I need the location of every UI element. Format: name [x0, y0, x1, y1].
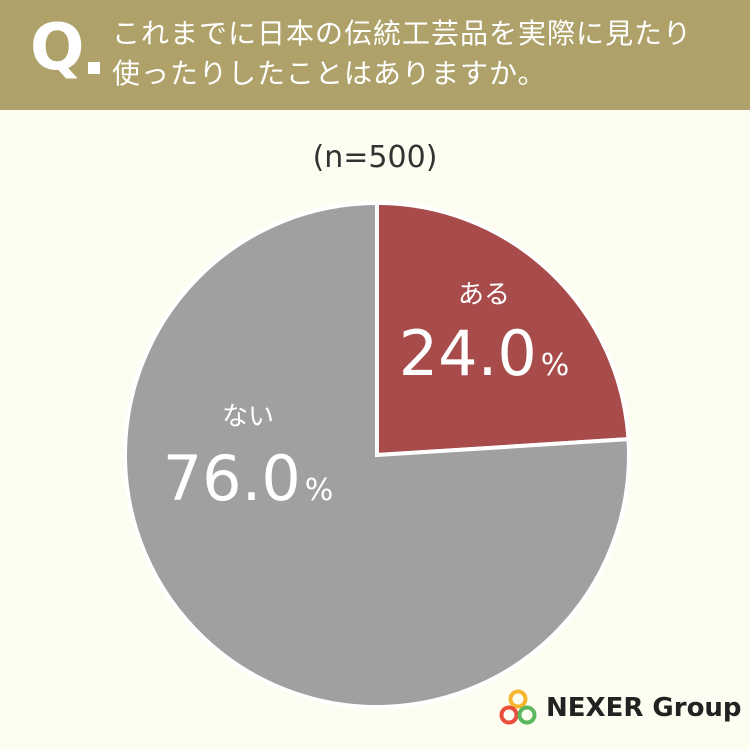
brand-name: NEXER Group: [546, 693, 742, 723]
pie-slice-yes: [375, 200, 631, 458]
question-text: これまでに日本の伝統工芸品を実際に見たり 使ったりしたことはありますか。: [112, 14, 732, 94]
slice-value: 24.0%: [399, 317, 570, 390]
slice-label: ある: [458, 280, 510, 310]
sample-size: (n=500): [312, 140, 438, 175]
nexer-logo: NEXER Group: [498, 686, 742, 730]
nexer-rings-icon: [499, 689, 537, 725]
slice-value: 76.0%: [163, 442, 334, 515]
question-header: Q これまでに日本の伝統工芸品を実際に見たり 使ったりしたことはありますか。: [0, 0, 750, 110]
q-mark: Q: [30, 11, 85, 85]
pie-slice-no: [123, 200, 631, 709]
q-dot-icon: [88, 62, 100, 74]
question-line-1: これまでに日本の伝統工芸品を実際に見たり: [112, 17, 693, 50]
question-line-2: 使ったりしたことはありますか。: [112, 57, 547, 90]
slice-label: ない: [222, 402, 274, 432]
